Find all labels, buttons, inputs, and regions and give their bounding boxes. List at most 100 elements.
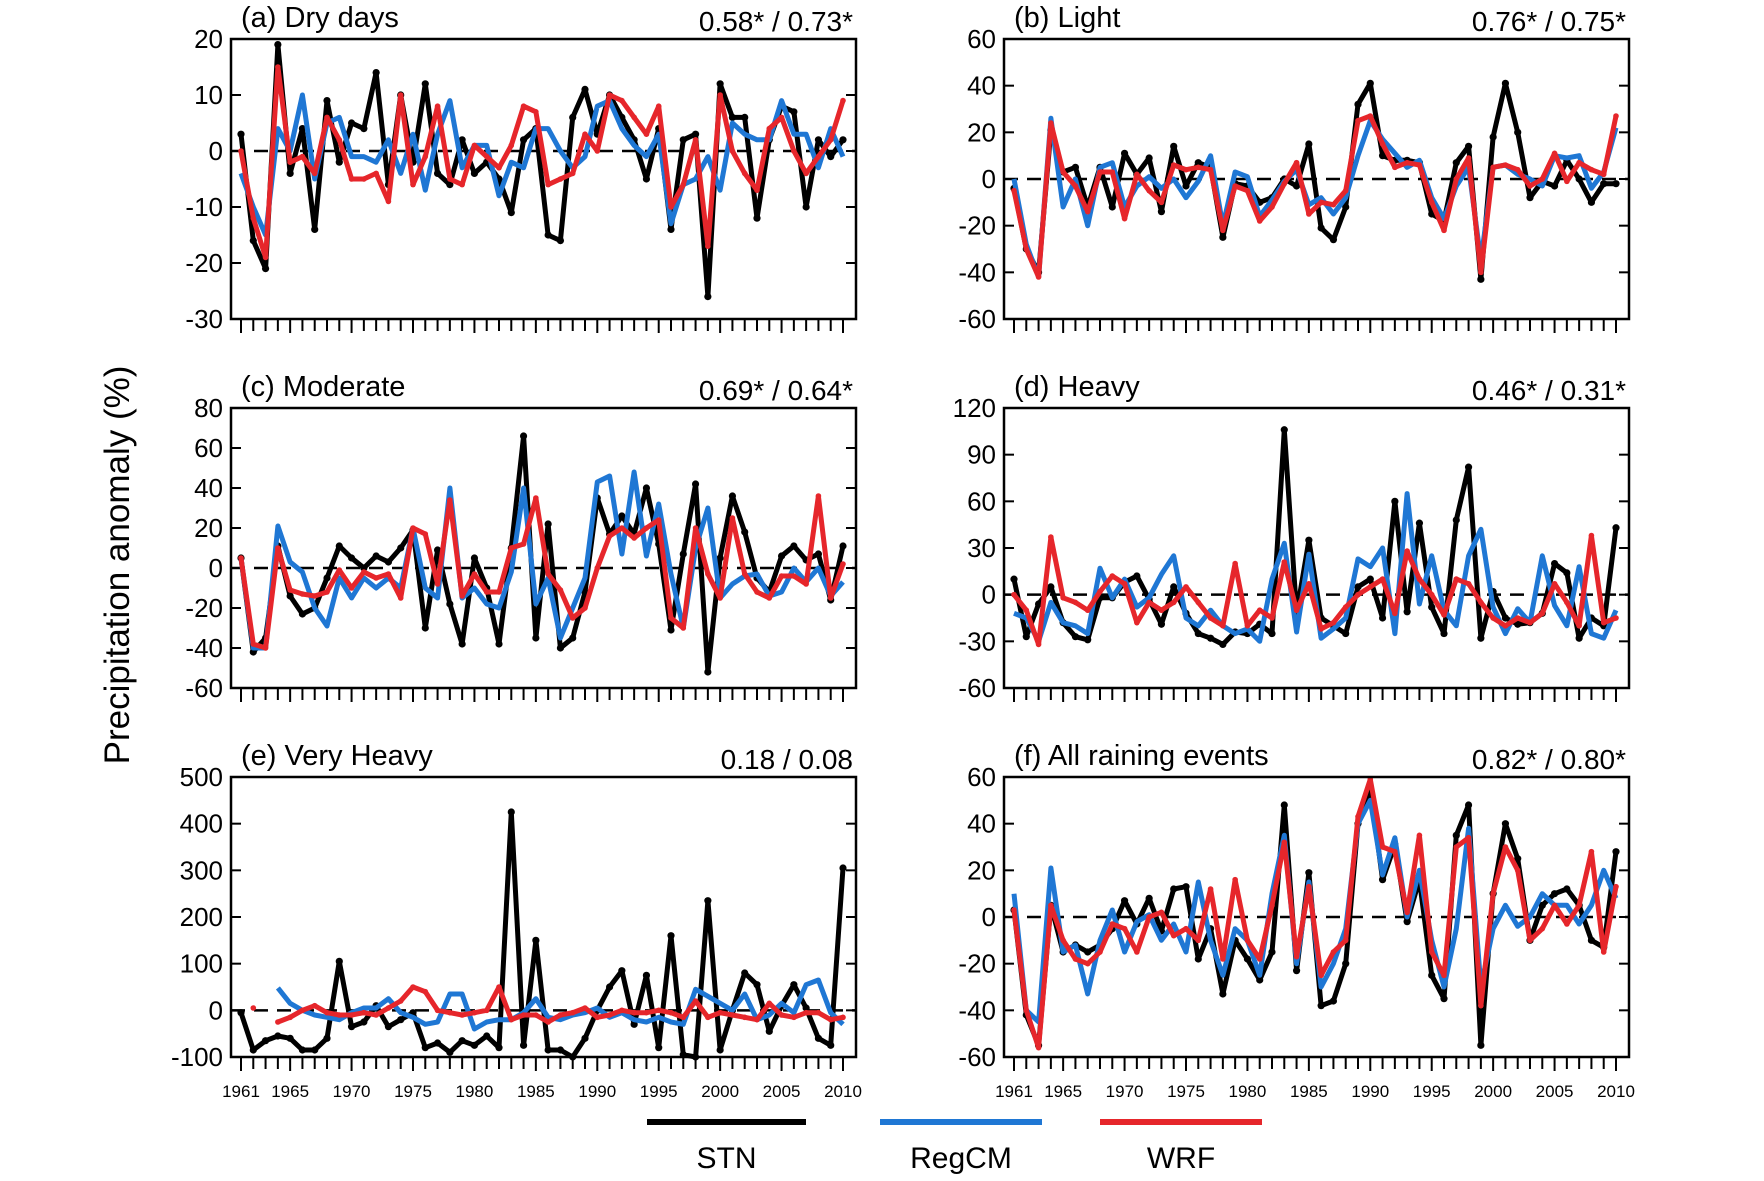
point-stn [802, 203, 810, 211]
point-stn [1538, 901, 1546, 909]
point-stn [1280, 426, 1288, 434]
point-wrf [1539, 925, 1546, 932]
point-wrf [311, 1002, 318, 1009]
point-wrf [1502, 622, 1509, 629]
point-stn [1563, 569, 1571, 577]
point-stn [1305, 536, 1313, 544]
point-stn [1550, 559, 1559, 568]
point-stn [1514, 855, 1522, 863]
y-tick-label: -20 [185, 248, 223, 278]
point-stn [249, 237, 257, 245]
point-stn [691, 130, 700, 138]
point-wrf [508, 1016, 515, 1023]
point-wrf [1146, 599, 1152, 606]
point-wrf [1453, 576, 1460, 582]
point-wrf [1220, 227, 1226, 234]
x-tick-label: 2005 [763, 1082, 801, 1101]
point-stn [741, 969, 749, 977]
point-stn [1120, 149, 1129, 157]
point-stn [323, 97, 331, 105]
point-wrf [643, 1009, 650, 1016]
point-stn [1305, 869, 1313, 877]
point-stn [544, 1046, 552, 1054]
point-wrf [1183, 584, 1189, 590]
point-wrf [447, 497, 453, 503]
x-tick-label: 1961 [222, 1082, 260, 1101]
point-stn [446, 600, 454, 608]
point-stn [421, 80, 429, 88]
point-wrf [1195, 164, 1202, 171]
point-wrf [1134, 619, 1140, 626]
y-tick-label: 60 [967, 762, 996, 792]
point-wrf [348, 1012, 355, 1018]
point-stn [556, 1046, 565, 1054]
point-wrf [1146, 914, 1152, 920]
point-stn [458, 640, 466, 648]
point-wrf [324, 1009, 330, 1016]
panel-frame [1002, 775, 1631, 1059]
panel-4: (e) Very Heavy 0.18 / 0.08 -100 0 100 200 300 4… [171, 740, 862, 1101]
point-wrf [1048, 534, 1054, 540]
y-tick-label: -30 [958, 626, 996, 656]
point-stn [704, 293, 712, 301]
point-wrf [410, 181, 416, 188]
panel-3: (d) Heavy 0.46* / 0.31* -60 -30 0 30 60 90 120 [953, 371, 1631, 703]
y-tick-label: 100 [180, 949, 223, 979]
point-wrf [705, 1014, 711, 1021]
y-tick-label: 20 [967, 855, 996, 885]
panel-title: (a) Dry days [241, 2, 399, 34]
point-wrf [1220, 622, 1226, 629]
point-stn [335, 957, 343, 965]
point-wrf [385, 198, 392, 205]
series-line-stn [238, 809, 846, 1060]
point-wrf [1060, 169, 1066, 175]
point-stn [1378, 876, 1387, 884]
point-wrf [1183, 925, 1189, 932]
point-wrf [655, 1007, 662, 1014]
point-stn [1120, 897, 1129, 905]
point-stn [1391, 497, 1399, 505]
point-stn [532, 634, 540, 642]
point-stn [507, 209, 515, 217]
x-tick-label: 2005 [1536, 1082, 1574, 1101]
point-wrf [1244, 187, 1251, 194]
point-stn [1170, 583, 1178, 591]
point-stn [581, 85, 589, 93]
point-stn [1403, 608, 1411, 616]
x-tick-label: 2010 [824, 1082, 862, 1101]
point-wrf [705, 243, 711, 249]
point-wrf [299, 1007, 306, 1014]
point-wrf [1158, 199, 1165, 206]
point-wrf [1220, 956, 1226, 962]
point-stn [1514, 620, 1522, 628]
point-wrf [803, 1009, 809, 1016]
point-wrf [1072, 183, 1079, 189]
point-wrf [1367, 113, 1374, 119]
point-wrf [1330, 949, 1337, 955]
point-stn [1170, 142, 1178, 150]
x-tick-label: 1985 [1290, 1082, 1328, 1101]
y-tick-label: -20 [185, 593, 223, 623]
point-wrf [1465, 155, 1472, 161]
y-tick-label: 400 [180, 809, 223, 839]
series-line-regcm [1011, 115, 1619, 280]
y-tick-label: 40 [194, 473, 223, 503]
point-stn [433, 546, 442, 554]
point-wrf [631, 535, 637, 541]
point-stn [1219, 233, 1227, 241]
point-wrf [1441, 612, 1447, 618]
point-stn [1612, 848, 1620, 856]
point-wrf [631, 114, 637, 121]
point-stn [1563, 885, 1571, 893]
point-wrf [557, 176, 564, 182]
point-stn [1600, 180, 1608, 188]
point-wrf [680, 181, 687, 188]
point-wrf [1564, 178, 1570, 185]
point-wrf [520, 541, 527, 547]
point-stn [1219, 990, 1227, 998]
point-stn [470, 169, 479, 177]
point-stn [1550, 890, 1559, 898]
point-wrf [766, 1000, 773, 1007]
point-wrf [1330, 201, 1337, 208]
point-wrf [692, 525, 699, 531]
